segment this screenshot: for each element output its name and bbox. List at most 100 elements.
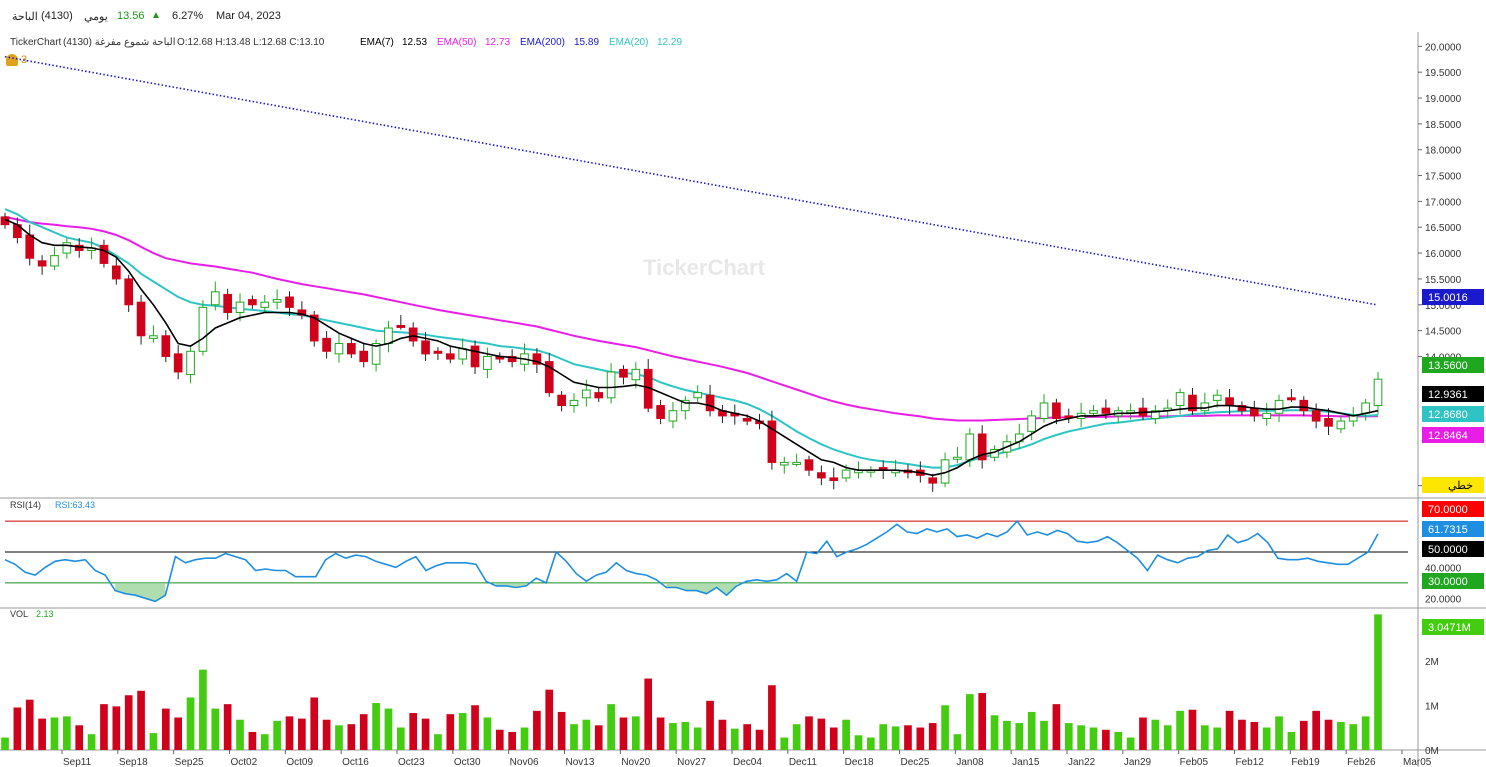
ema20-line (4, 208, 1379, 469)
price-axis: 20.0000 19.5000 19.0000 18.5000 18.0000 17.50… (1418, 42, 1462, 493)
volume-bar-down (421, 718, 430, 750)
candle-up (1027, 415, 1036, 432)
candle-down (297, 309, 307, 316)
candle-up (1262, 412, 1272, 419)
candle-down (1324, 417, 1333, 427)
candle-down (767, 420, 777, 463)
candle-up (1089, 410, 1098, 414)
legend-brand: TickerChart (10, 37, 62, 48)
panel-labels: RSI(14) RSI:63.43 VOL 2.13 (10, 500, 95, 619)
volume-bar-up (1337, 721, 1345, 750)
volume-bar-up (1163, 725, 1172, 750)
date-tick-label: Oct23 (398, 757, 425, 767)
rsi-current-tag (1422, 521, 1484, 537)
ema20-tag (1422, 406, 1484, 422)
candle-up (569, 399, 579, 407)
date-tick-label: Jan29 (1124, 757, 1152, 767)
header-date: Mar 04, 2023 (216, 10, 281, 22)
candle-down (173, 353, 183, 373)
volume-bar-up (681, 721, 690, 750)
volume-bar-down (619, 717, 628, 750)
volume-bar-up (50, 717, 59, 750)
date-tick-label: Jan15 (1012, 757, 1040, 767)
volume-bar-down (644, 678, 653, 750)
date-axis: Sep11 Sep18 Sep25 Oct02 Oct09 Oct16 Oct23 Oct30… (61, 750, 1432, 767)
candle-down (421, 340, 430, 355)
date-tick-label: Feb12 (1236, 757, 1265, 767)
volume-bar-up (273, 720, 281, 750)
date-tick-label: Oct02 (231, 757, 258, 767)
volume-bar-up (607, 704, 615, 750)
volume-bar-down (1139, 717, 1147, 750)
candle-up (149, 335, 158, 339)
candle-down (1237, 405, 1247, 412)
volume-bar-down (1225, 710, 1234, 750)
volume-bar-up (87, 734, 96, 750)
vol-value-label: 2.13 (36, 609, 54, 619)
ema200-line (4, 55, 1377, 306)
vol-tick-label: 0M (1425, 746, 1439, 757)
chart-mode-button[interactable] (1422, 477, 1484, 493)
candle-down (594, 392, 604, 399)
ema200-tag-text: 15.0016 (1428, 292, 1468, 304)
date-tick-label: Oct30 (454, 757, 481, 767)
volume-bar-up (1151, 719, 1160, 750)
date-tick-label: Jan22 (1068, 757, 1096, 767)
volume-tag-text: 3.0471M (1428, 622, 1471, 634)
symbol-code: (4130) (41, 10, 73, 22)
candle-down (161, 335, 171, 357)
volume-bar-up (1262, 727, 1271, 750)
date-tick-label: Nov06 (510, 757, 539, 767)
candle-down (1287, 397, 1296, 401)
volume-bar-up (1077, 725, 1085, 750)
candle-down (359, 350, 369, 363)
price-tick-label: 14.5000 (1425, 327, 1462, 338)
volume-bar-up (990, 715, 999, 750)
candle-down (557, 394, 566, 407)
date-tick-label: Feb19 (1291, 757, 1320, 767)
symbol-name: الباحة (12, 11, 38, 23)
volume-bar-up (384, 708, 393, 750)
legend-ema50-value: 12.73 (485, 37, 510, 48)
candle-down (532, 353, 542, 365)
volume-bar-up (792, 724, 801, 750)
volume-bar-up (396, 727, 405, 750)
legend-ema200-value: 15.89 (574, 37, 599, 48)
candle-up (582, 389, 591, 399)
panel-borders (0, 32, 1486, 767)
date-tick-label: Jan08 (956, 757, 984, 767)
candle-down (804, 459, 814, 471)
candle-down (396, 324, 406, 328)
legend-ema20-value: 12.29 (657, 37, 682, 48)
volume-bar-up (211, 708, 220, 750)
ema7-tag (1422, 386, 1484, 402)
volume-bar-up (1089, 727, 1098, 750)
volume-bar-down (829, 727, 838, 750)
candle-up (680, 399, 690, 412)
value-tags: 15.0016 13.5600 12.9361 12.8680 12.8464 … (1422, 289, 1484, 635)
volume-bar-down (1312, 710, 1320, 750)
volume-bar-down (656, 717, 665, 750)
candle-up (235, 301, 245, 314)
volume-bar-down (743, 724, 751, 750)
volume-bar-down (446, 714, 455, 750)
volume-bar-down (359, 714, 368, 750)
candle-down (1249, 407, 1259, 417)
volume-bar-up (149, 733, 158, 750)
volume-bar-down (928, 723, 937, 750)
volume-bar-up (941, 705, 949, 750)
volume-bar-up (1275, 716, 1283, 750)
volume-bar-up (199, 669, 207, 750)
volume-bar-down (1299, 720, 1308, 750)
chart-canvas[interactable]: TickerChart الباحة شموع مفرغة (4130) O:1… (0, 32, 1486, 767)
candle-down (928, 477, 938, 484)
price-tick-label: 16.5000 (1425, 223, 1462, 234)
volume-bar-down (1324, 719, 1333, 750)
rsi-tick-label: 20.0000 (1425, 594, 1462, 605)
candle-down (408, 327, 418, 342)
volume-bar-up (458, 713, 467, 750)
ema50-tag-text: 12.8464 (1428, 430, 1468, 442)
candle-down (322, 337, 331, 352)
ema7-tag-text: 12.9361 (1428, 389, 1468, 401)
volume-bar-down (112, 706, 121, 750)
